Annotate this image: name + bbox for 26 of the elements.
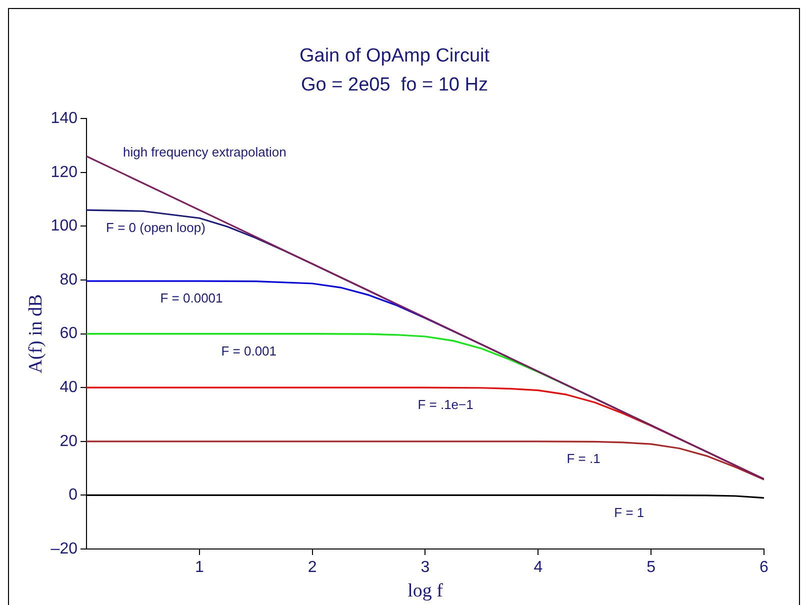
y-tick-label: 20 bbox=[60, 432, 78, 450]
series-label: F = 0 (open loop) bbox=[106, 220, 206, 235]
y-tick-label: 0 bbox=[68, 486, 78, 504]
x-tick-label: 4 bbox=[534, 559, 543, 576]
y-tick-label: 60 bbox=[60, 325, 78, 342]
y-tick-label: –20 bbox=[50, 540, 78, 558]
x-tick-label: 2 bbox=[308, 559, 317, 576]
chart-title: Gain of OpAmp Circuit bbox=[299, 46, 490, 67]
series-label: F = .1e−1 bbox=[418, 397, 474, 412]
x-tick-label: 5 bbox=[646, 559, 656, 576]
x-tick-label: 3 bbox=[420, 559, 430, 576]
series-label: F = 0.0001 bbox=[160, 290, 223, 306]
y-tick-label: 100 bbox=[50, 218, 78, 235]
y-tick-label: 80 bbox=[60, 271, 78, 288]
series-label: F = .1 bbox=[566, 451, 600, 466]
x-axis-title: log f bbox=[408, 580, 444, 602]
series-label: F = 0.001 bbox=[221, 343, 277, 358]
series-label: F = 1 bbox=[614, 504, 644, 520]
x-tick-label: 1 bbox=[194, 559, 204, 576]
x-tick-label: 6 bbox=[760, 559, 769, 576]
chart-subtitle: Go = 2e05 fo = 10 Hz bbox=[301, 74, 488, 96]
y-axis-title: A(f) in dB bbox=[25, 294, 46, 374]
y-tick-label: 140 bbox=[50, 110, 78, 128]
series-label: high frequency extrapolation bbox=[122, 144, 286, 160]
y-tick-label: 120 bbox=[50, 164, 78, 181]
y-tick-label: 40 bbox=[60, 379, 78, 396]
